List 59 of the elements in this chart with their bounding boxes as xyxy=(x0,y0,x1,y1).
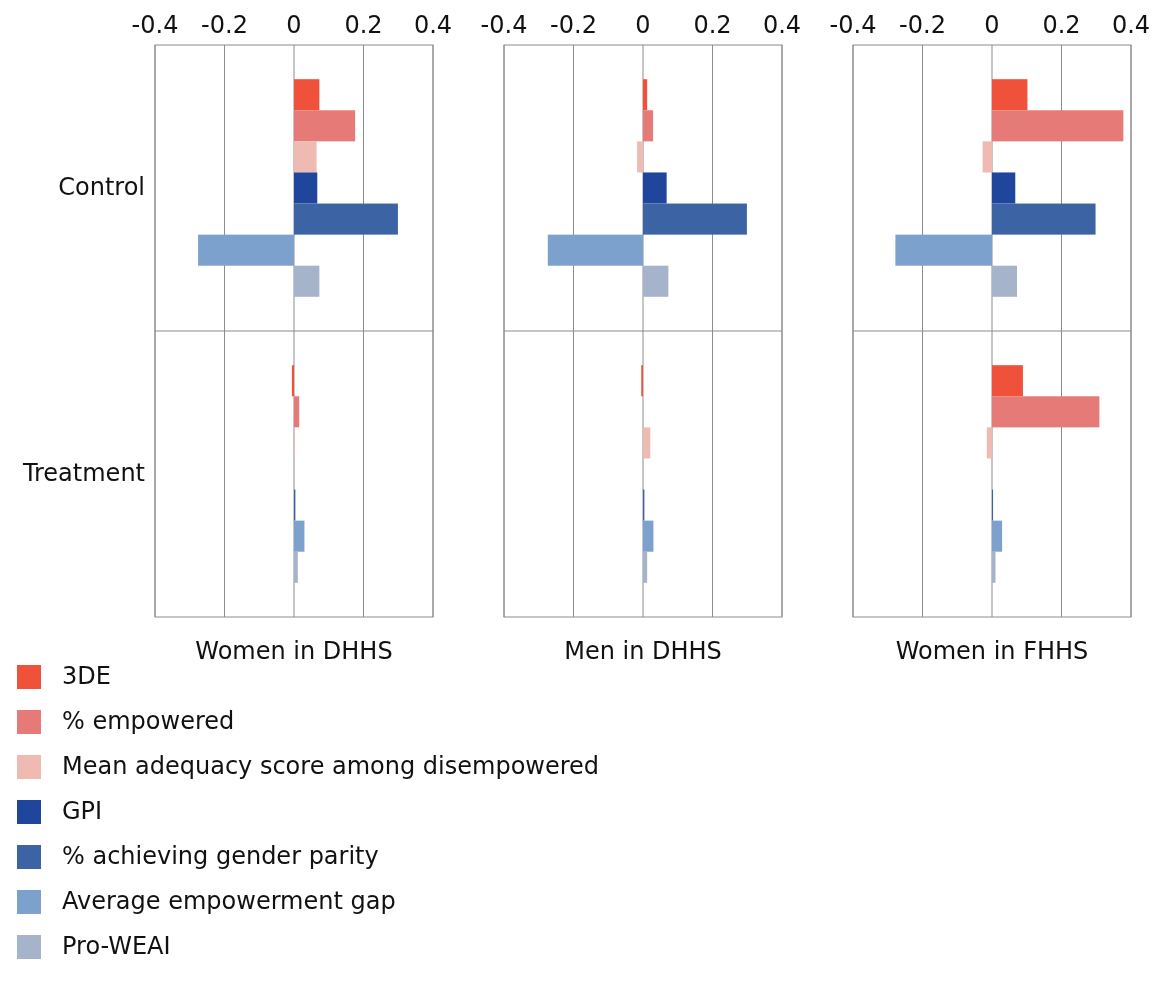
bar xyxy=(992,79,1028,111)
x-tick-label: 0.4 xyxy=(413,11,453,39)
x-tick-label: 0.2 xyxy=(344,11,383,39)
bar xyxy=(992,265,1018,297)
bar xyxy=(992,203,1096,235)
bar xyxy=(643,79,648,111)
bar xyxy=(198,234,294,266)
x-tick-label: 0 xyxy=(984,11,1000,39)
legend-label: 3DE xyxy=(62,662,111,690)
x-tick-label: -0.2 xyxy=(550,11,597,39)
bar xyxy=(895,234,992,266)
x-tick-label: 0.4 xyxy=(1111,11,1151,39)
bar xyxy=(291,365,294,397)
x-tick-label: 0 xyxy=(286,11,302,39)
x-axis-title: Women in FHHS xyxy=(895,637,1089,665)
bar xyxy=(294,172,318,204)
bar xyxy=(294,396,300,428)
bar xyxy=(294,79,320,111)
bar xyxy=(547,234,643,266)
x-tick-label: -0.4 xyxy=(829,11,877,39)
x-axis-title: Women in DHHS xyxy=(195,637,393,665)
x-tick-label: -0.2 xyxy=(899,11,946,39)
bar xyxy=(986,427,992,459)
bar xyxy=(294,551,298,583)
bar xyxy=(637,141,643,173)
bar xyxy=(982,141,992,173)
x-tick-label: 0.2 xyxy=(1042,11,1081,39)
bar xyxy=(294,203,398,235)
bar xyxy=(643,520,654,552)
legend-label: GPI xyxy=(62,797,103,825)
legend-label: % achieving gender parity xyxy=(62,842,379,870)
bar xyxy=(992,172,1016,204)
x-tick-label: -0.4 xyxy=(480,11,528,39)
bar xyxy=(643,551,648,583)
bar xyxy=(992,110,1124,142)
x-tick-label: 0 xyxy=(635,11,651,39)
bar xyxy=(294,110,356,142)
bar xyxy=(643,265,669,297)
legend-label: Mean adequacy score among disempowered xyxy=(62,752,600,780)
x-tick-label: -0.2 xyxy=(201,11,248,39)
y-tick-label: Treatment xyxy=(21,459,145,487)
bar xyxy=(643,203,747,235)
bar xyxy=(643,427,651,459)
x-tick-label: -0.4 xyxy=(131,11,179,39)
x-axis-title: Men in DHHS xyxy=(564,637,722,665)
bar xyxy=(992,520,1003,552)
x-tick-label: 0.4 xyxy=(762,11,802,39)
bar xyxy=(992,365,1023,397)
legend-label: % empowered xyxy=(62,707,235,735)
bar xyxy=(294,141,317,173)
legend-label: Pro-WEAI xyxy=(62,932,171,960)
x-tick-label: 0.2 xyxy=(693,11,732,39)
legend-label: Average empowerment gap xyxy=(62,887,396,915)
bar xyxy=(643,110,654,142)
y-tick-label: Control xyxy=(58,173,145,201)
bar xyxy=(294,265,320,297)
bar xyxy=(294,520,305,552)
bar xyxy=(643,172,667,204)
bar xyxy=(992,396,1100,428)
